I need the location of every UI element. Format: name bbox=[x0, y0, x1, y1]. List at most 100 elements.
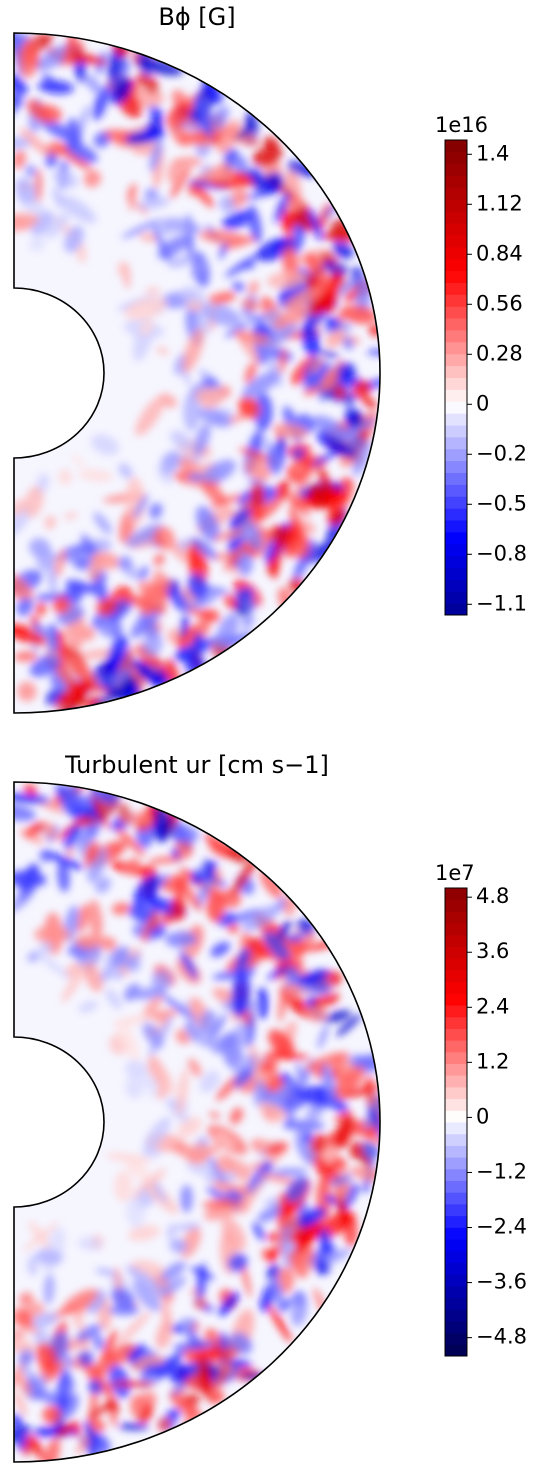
domain-outline bbox=[13, 32, 381, 714]
field-blob bbox=[171, 893, 186, 922]
field-blob bbox=[139, 232, 159, 242]
field-blob bbox=[56, 1372, 71, 1412]
field-blob bbox=[324, 1195, 340, 1205]
field-blob bbox=[85, 75, 101, 94]
colorbar-level bbox=[445, 899, 467, 912]
field-blob bbox=[193, 1297, 207, 1310]
field-blob bbox=[16, 597, 34, 617]
field-blob bbox=[208, 1156, 226, 1184]
field-blob bbox=[333, 1110, 352, 1122]
field-blob bbox=[368, 1105, 380, 1149]
field-blob bbox=[167, 1223, 175, 1240]
colorbar-tick-label: −0.2 bbox=[476, 441, 527, 465]
field-blob bbox=[259, 1060, 277, 1073]
field-blob bbox=[339, 304, 377, 324]
field-blob bbox=[98, 936, 117, 951]
field-blob bbox=[247, 1160, 273, 1195]
field-blob bbox=[180, 1184, 193, 1213]
field-blob bbox=[97, 617, 117, 638]
field-blob bbox=[58, 469, 73, 485]
field-blob bbox=[267, 965, 288, 980]
field-blob bbox=[132, 924, 143, 938]
colorbar-level bbox=[445, 270, 467, 283]
field-blob bbox=[267, 1263, 281, 1281]
field-blob bbox=[44, 515, 57, 530]
field-blob bbox=[363, 1090, 380, 1130]
field bbox=[14, 782, 380, 1462]
field-blob bbox=[14, 804, 36, 822]
field-blob bbox=[195, 506, 220, 543]
colorbar-tick-label: 0 bbox=[476, 391, 489, 415]
field-blob bbox=[273, 423, 309, 439]
field-blob bbox=[22, 1221, 60, 1253]
field-blob bbox=[290, 1223, 323, 1244]
colorbar-level bbox=[445, 1145, 467, 1158]
field-blob bbox=[190, 1266, 215, 1280]
field-blob bbox=[274, 190, 290, 224]
colorbar-level bbox=[445, 1262, 467, 1275]
field-blob bbox=[36, 548, 56, 571]
field-blob bbox=[281, 212, 299, 231]
field-blob bbox=[44, 627, 57, 663]
field-blob bbox=[176, 1068, 189, 1116]
field-blob bbox=[65, 1355, 73, 1367]
field-blob bbox=[84, 1420, 98, 1448]
field-blob bbox=[231, 856, 258, 897]
field-blob bbox=[259, 1281, 277, 1313]
field-blob bbox=[35, 602, 47, 616]
field-blob bbox=[142, 632, 163, 657]
field-blob bbox=[118, 1422, 149, 1431]
field-blob bbox=[24, 486, 44, 518]
field-blob bbox=[366, 349, 380, 356]
colorbar-tick-label: 1.12 bbox=[476, 191, 523, 215]
colorbar-tick-label: 4.8 bbox=[476, 884, 509, 908]
field-blob bbox=[126, 523, 164, 548]
field-blob bbox=[323, 1010, 352, 1023]
field-blob bbox=[130, 901, 154, 921]
field-blob bbox=[175, 156, 202, 167]
field-blob bbox=[202, 459, 237, 484]
field-blob bbox=[96, 598, 116, 617]
field-blob bbox=[225, 1189, 244, 1202]
colorbar-level bbox=[445, 282, 467, 295]
field-blob bbox=[234, 171, 255, 186]
field-blob bbox=[303, 1131, 312, 1143]
field-blob bbox=[64, 225, 84, 253]
field-blob bbox=[352, 380, 372, 399]
field-blob bbox=[215, 1153, 234, 1173]
colorbar-level bbox=[445, 448, 467, 462]
field-blob bbox=[293, 538, 316, 582]
field-blob bbox=[284, 965, 300, 985]
field-blob bbox=[153, 224, 172, 236]
field-blob bbox=[257, 1204, 285, 1223]
field-blob bbox=[320, 1248, 351, 1266]
field-blob bbox=[153, 553, 165, 566]
field-blob bbox=[63, 512, 78, 520]
field-blob bbox=[227, 846, 249, 863]
field-blob bbox=[24, 784, 38, 796]
field-blob bbox=[155, 1319, 173, 1349]
colorbar-level bbox=[445, 531, 467, 545]
colorbar-level bbox=[445, 1157, 467, 1170]
field-blob bbox=[273, 1278, 285, 1313]
field-blob bbox=[177, 1117, 202, 1137]
field-blob bbox=[14, 72, 28, 96]
field-blob bbox=[296, 969, 330, 986]
field-blob bbox=[242, 519, 263, 552]
field-blob bbox=[14, 1337, 35, 1354]
colorbar-level bbox=[445, 946, 467, 959]
field-blob bbox=[333, 384, 346, 399]
field-blob bbox=[14, 498, 26, 516]
field-blob bbox=[278, 347, 287, 375]
field-blob bbox=[17, 1309, 34, 1329]
field-blob bbox=[231, 971, 251, 1018]
field-blob bbox=[168, 255, 195, 268]
field-blob bbox=[151, 970, 172, 991]
colorbar-tick-label: −0.5 bbox=[476, 491, 527, 515]
colorbar-level bbox=[445, 1285, 467, 1298]
colorbar-level bbox=[445, 543, 467, 557]
field-blob bbox=[213, 1353, 232, 1396]
field-blob bbox=[194, 872, 215, 910]
field-blob bbox=[61, 544, 100, 555]
field-blob bbox=[276, 919, 292, 940]
